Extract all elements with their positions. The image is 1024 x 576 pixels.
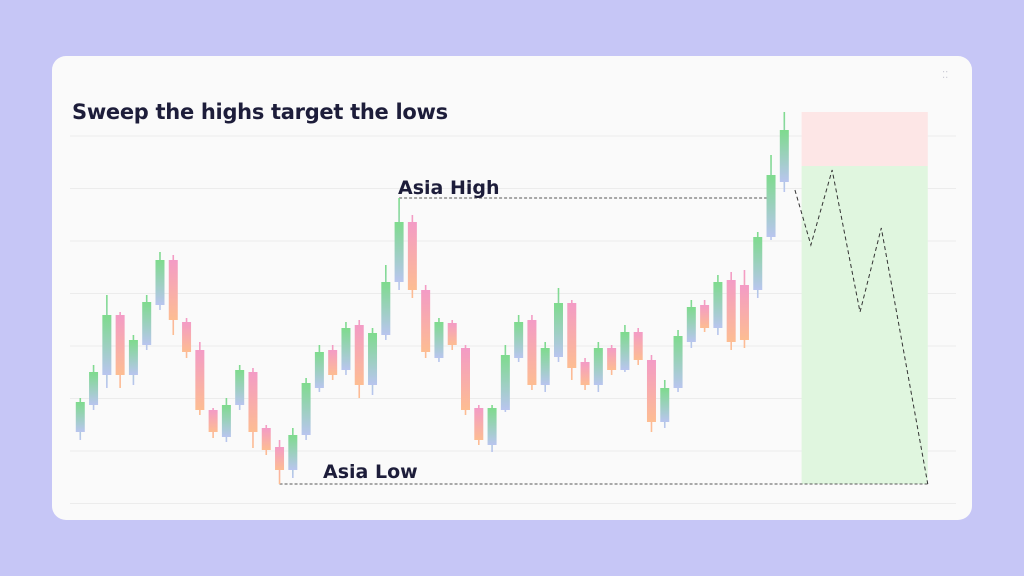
projected-path: [794, 169, 929, 485]
candle-body: [766, 175, 776, 237]
candle-body: [633, 332, 643, 360]
candle-body: [394, 222, 404, 282]
candle-body: [567, 303, 577, 368]
target-zone: [801, 166, 928, 484]
candle-body: [142, 302, 152, 345]
candle-body: [713, 282, 723, 328]
candle-body: [168, 260, 178, 320]
candle-body: [553, 303, 563, 357]
candle-body: [447, 323, 457, 345]
candle-body: [461, 348, 471, 410]
candle-body: [673, 336, 683, 388]
candle-body: [221, 405, 231, 437]
candle-body: [540, 348, 550, 385]
candle-body: [474, 408, 484, 440]
candle-body: [301, 383, 311, 435]
candle-body: [75, 402, 85, 432]
candle-body: [248, 372, 258, 432]
candle-body: [155, 260, 165, 305]
candle-body: [341, 328, 351, 370]
menu-dots: ⁚⁚: [942, 70, 949, 81]
candle-body: [753, 237, 763, 290]
candle-body: [700, 305, 710, 328]
candle-body: [686, 307, 696, 342]
candle-body: [421, 290, 431, 352]
candle-body: [328, 350, 338, 375]
candle-body: [261, 428, 271, 450]
candle-body: [182, 322, 192, 352]
candle-body: [115, 315, 125, 375]
annotation-label: Asia Low: [323, 461, 418, 483]
stop-zone: [801, 112, 928, 166]
candle-body: [487, 408, 497, 445]
candle-body: [739, 285, 749, 340]
candle-body: [593, 348, 603, 385]
candle-body: [381, 282, 391, 335]
candle-body: [646, 360, 656, 422]
candle-body: [660, 388, 670, 422]
candle-body: [779, 130, 789, 182]
candle-body: [314, 352, 324, 388]
chart-title: Sweep the highs target the lows: [72, 100, 448, 124]
annotation-label: Asia High: [398, 177, 500, 199]
candle-body: [275, 447, 285, 470]
candle-body: [527, 320, 537, 385]
candle-body: [407, 222, 417, 290]
candle-body: [500, 355, 510, 410]
candle-body: [580, 362, 590, 385]
candle-body: [726, 280, 736, 342]
candle-body: [434, 322, 444, 358]
candle-body: [514, 322, 524, 358]
candle-body: [208, 410, 218, 432]
candle-body: [195, 350, 205, 410]
candle-body: [620, 332, 630, 370]
candle-body: [288, 435, 298, 470]
candle-body: [128, 340, 138, 375]
candle-body: [89, 372, 99, 405]
candle-body: [235, 370, 245, 405]
candle-body: [354, 325, 364, 385]
candle-body: [368, 333, 378, 385]
candle-body: [607, 348, 617, 370]
candle-body: [102, 315, 112, 375]
